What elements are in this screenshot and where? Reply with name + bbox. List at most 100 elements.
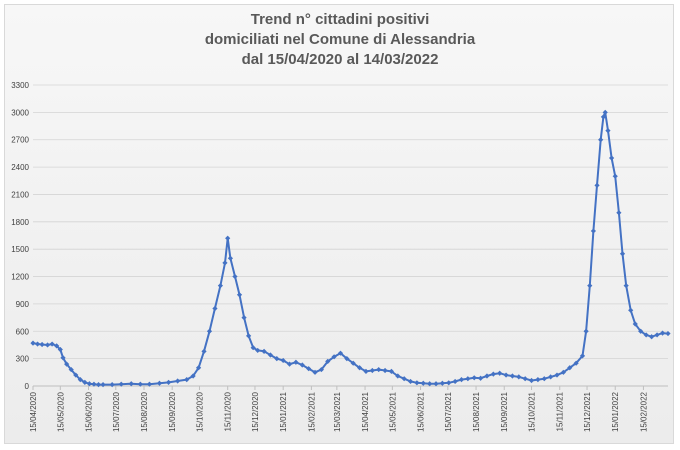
y-tick-label: 2100 xyxy=(11,190,29,199)
x-tick-label: 15/11/2020 xyxy=(224,391,233,431)
data-point xyxy=(573,360,579,366)
data-point xyxy=(68,366,74,373)
data-point xyxy=(73,372,79,378)
data-point xyxy=(217,283,224,289)
data-point xyxy=(471,375,477,381)
data-point xyxy=(395,373,401,379)
data-point xyxy=(567,365,573,371)
data-point xyxy=(388,368,395,375)
data-point xyxy=(236,292,243,298)
x-tick-label: 15/08/2021 xyxy=(472,391,481,432)
data-point xyxy=(286,361,293,367)
data-point xyxy=(274,356,280,362)
data-point xyxy=(619,251,626,257)
x-tick-label: 15/10/2021 xyxy=(528,391,537,432)
data-point xyxy=(458,377,465,383)
data-point xyxy=(34,341,41,347)
data-point xyxy=(312,369,318,375)
x-tick-label: 15/09/2021 xyxy=(500,391,509,432)
x-tick-label: 15/01/2021 xyxy=(279,391,288,432)
data-point xyxy=(477,375,484,381)
y-tick-label: 1200 xyxy=(11,273,29,282)
data-point xyxy=(612,173,618,179)
data-point xyxy=(241,314,247,321)
data-point xyxy=(446,380,452,386)
data-point xyxy=(261,348,267,354)
data-point xyxy=(91,381,97,387)
data-point xyxy=(590,228,597,234)
x-tick-label: 15/03/2021 xyxy=(333,391,342,432)
series-line xyxy=(32,111,669,386)
data-point xyxy=(232,273,238,280)
data-point xyxy=(100,382,106,388)
data-point xyxy=(356,365,363,371)
y-axis-ticks: 0 300 600 900 1200 1500 1800 2100 2400 2700 3000 33… xyxy=(11,81,29,391)
data-point xyxy=(175,378,181,384)
data-point xyxy=(638,328,644,334)
x-tick-label: 15/06/2020 xyxy=(84,391,93,432)
y-tick-label: 2400 xyxy=(11,163,29,172)
data-point xyxy=(227,255,234,261)
data-point xyxy=(250,345,256,351)
data-point xyxy=(643,332,649,338)
data-point xyxy=(128,381,134,387)
data-point xyxy=(146,381,153,387)
data-point xyxy=(190,373,196,379)
data-point xyxy=(598,137,604,143)
data-point xyxy=(522,376,528,382)
data-point xyxy=(541,376,547,382)
data-point xyxy=(608,155,615,161)
data-point xyxy=(156,380,163,386)
y-tick-label: 0 xyxy=(25,382,30,391)
data-point xyxy=(77,377,83,383)
data-point xyxy=(439,380,445,386)
data-point xyxy=(503,372,509,378)
data-point xyxy=(465,376,471,382)
data-point xyxy=(535,377,541,383)
data-point xyxy=(318,366,324,373)
data-point xyxy=(369,367,375,374)
data-point xyxy=(165,379,172,385)
series-markers xyxy=(30,109,671,388)
data-point xyxy=(560,369,566,375)
data-point xyxy=(246,333,252,339)
data-point xyxy=(528,377,535,384)
x-tick-label: 15/04/2021 xyxy=(361,391,370,432)
data-point xyxy=(587,283,593,289)
x-tick-label: 15/02/2022 xyxy=(639,391,648,432)
data-point xyxy=(95,382,102,388)
data-point xyxy=(86,381,93,387)
data-point xyxy=(331,354,337,360)
data-point xyxy=(605,128,611,134)
data-point xyxy=(427,381,433,387)
data-point xyxy=(554,372,560,378)
data-point xyxy=(509,373,516,379)
data-point xyxy=(344,356,350,362)
data-point xyxy=(649,334,655,340)
y-tick-label: 2700 xyxy=(11,136,29,145)
data-point xyxy=(82,379,88,385)
data-point xyxy=(490,371,496,377)
data-point xyxy=(60,355,66,361)
data-point xyxy=(594,182,600,188)
x-tick-label: 15/10/2020 xyxy=(195,391,204,432)
data-point xyxy=(363,368,369,375)
data-point xyxy=(118,381,124,387)
data-point xyxy=(452,378,458,385)
x-tick-label: 15/09/2020 xyxy=(168,391,177,432)
data-point xyxy=(600,114,607,120)
data-point xyxy=(137,381,143,387)
data-point xyxy=(414,380,420,386)
data-point xyxy=(64,361,70,367)
data-point xyxy=(255,347,261,354)
y-tick-label: 300 xyxy=(16,355,30,364)
data-point xyxy=(407,378,414,385)
data-point xyxy=(433,381,439,387)
data-point xyxy=(659,330,666,336)
data-point xyxy=(420,380,426,386)
x-tick-label: 15/06/2021 xyxy=(417,391,426,432)
y-tick-label: 3300 xyxy=(11,81,29,90)
chart-title-line-3: dal 15/04/2020 al 14/03/2022 xyxy=(241,51,439,68)
data-point xyxy=(583,328,589,334)
